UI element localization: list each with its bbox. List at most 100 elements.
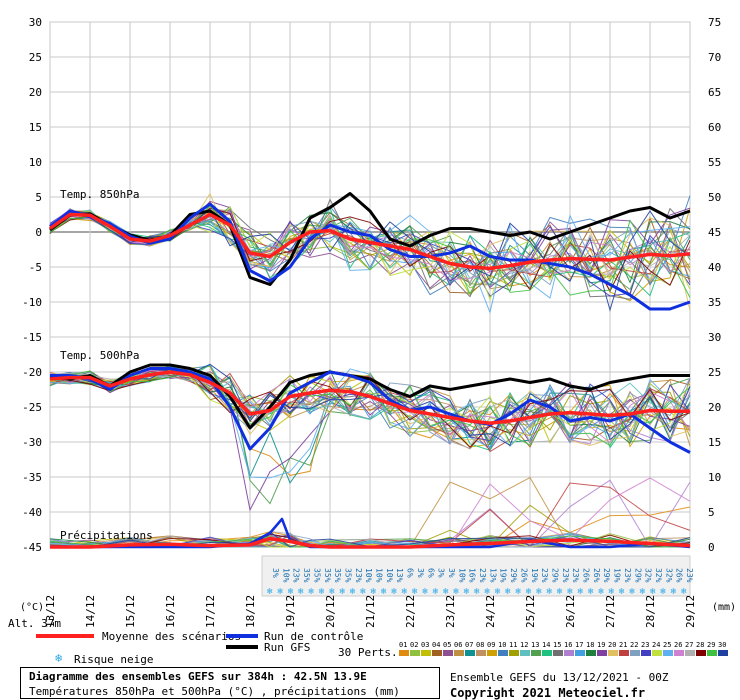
snow-risk-percent: 32% [664, 568, 673, 583]
precip-label: Précipitations [60, 529, 153, 542]
pert-color-swatch [498, 650, 508, 656]
snow-risk-percent: 3% [437, 568, 446, 578]
right-tick-label: 75 [708, 16, 721, 29]
pert-color-swatch [674, 650, 684, 656]
member-line-500 [49, 370, 691, 447]
t850-label: Temp. 850hPa [60, 188, 139, 201]
pert-id-label: 17 [575, 641, 583, 649]
pert-color-swatch [509, 650, 519, 656]
pert-id-label: 02 [410, 641, 418, 649]
snow-risk-percent: 29% [550, 568, 559, 583]
pert-color-swatch [575, 650, 585, 656]
right-tick-label: 5 [708, 506, 715, 519]
pert-id-label: 14 [542, 641, 550, 649]
snowflake-icon: ❄ [515, 587, 521, 597]
snowflake-icon: ❄ [329, 587, 335, 597]
x-date-label: 23/12 [444, 595, 457, 628]
pert-color-swatch [421, 650, 431, 656]
right-tick-label: 60 [708, 121, 721, 134]
snowflake-icon: ❄ [453, 587, 459, 597]
snow-risk-percent: 35% [323, 568, 332, 583]
right-tick-label: 45 [708, 226, 721, 239]
left-tick-label: -25 [22, 401, 42, 414]
pert-color-swatch [663, 650, 673, 656]
snow-risk-percent: 23% [354, 568, 363, 583]
snow-risk-percent: 10% [385, 568, 394, 583]
snowflake-icon: ❄ [536, 587, 542, 597]
snowflake-icon: ❄ [422, 587, 428, 597]
pert-legend: 01 02 03 04 05 06 07 08 09 10 11 12 13 14 15 16 17 18 19 20… [399, 641, 728, 656]
left-tick-label: -20 [22, 366, 42, 379]
snowflake-icon: ❄ [433, 587, 439, 597]
pert-id-label: 18 [586, 641, 594, 649]
snowflake-icon: ❄ [629, 587, 635, 597]
snow-risk-row: 3% ❄ 10% ❄ 23% ❄ 35% ❄ 35% ❄ 35% ❄ 35% ❄ 35% ❄ 23% ❄ 10% ❄ 1… [261, 555, 694, 597]
legend-gfs-label: Run GFS [264, 641, 310, 654]
pert-color-swatch [597, 650, 607, 656]
pert-id-label: 10 [498, 641, 506, 649]
snowflake-icon: ❄ [650, 587, 656, 597]
snowflake-icon: ❄ [557, 587, 563, 597]
member-line-850 [49, 208, 691, 312]
snow-risk-percent: 23% [561, 568, 570, 583]
snowflake-icon: ❄ [567, 587, 573, 597]
pert-color-swatch [586, 650, 596, 656]
snow-risk-percent: 3% [447, 568, 456, 578]
pert-color-swatch [465, 650, 475, 656]
snowflake-icon: ❄ [681, 587, 687, 597]
snowflake-icon: ❄ [443, 587, 449, 597]
pert-id-label: 21 [619, 641, 627, 649]
left-tick-label: -45 [22, 541, 42, 554]
pert-id-label: 19 [597, 641, 605, 649]
left-tick-label: 30 [29, 16, 42, 29]
snow-risk-percent: 26% [675, 568, 684, 583]
x-date-label: 14/12 [84, 595, 97, 628]
left-tick-label: -15 [22, 331, 42, 344]
right-tick-label: 0 [708, 541, 715, 554]
legend-mean-label: Moyenne des scénarios [102, 630, 241, 643]
pert-id-label: 22 [630, 641, 638, 649]
pert-id-label: 23 [641, 641, 649, 649]
snow-risk-band [261, 555, 691, 597]
footer-box: Diagramme des ensembles GEFS sur 384h : … [20, 667, 440, 699]
pert-id-label: 27 [685, 641, 693, 649]
precip-mean-line [50, 536, 691, 549]
snow-risk-percent: 35% [333, 568, 342, 583]
altitude-label: Alt. 37m [8, 617, 61, 630]
snow-risk-percent: 3% [416, 568, 425, 578]
pert-id-label: 05 [443, 641, 451, 649]
snowflake-icon: ❄ [619, 587, 625, 597]
x-date-label: 29/12 [684, 595, 697, 628]
legend-snow-label: Risque neige [74, 653, 153, 666]
snowflake-icon: ❄ [495, 587, 501, 597]
legend-control-label: Run de contrôle [264, 630, 363, 643]
snow-risk-percent: 32% [644, 568, 653, 583]
copyright: Copyright 2021 Meteociel.fr [450, 686, 646, 700]
snow-risk-percent: 10% [457, 568, 466, 583]
pert-id-label: 01 [399, 641, 407, 649]
pert-id-label: 12 [520, 641, 528, 649]
snowflake-icon: ❄ [464, 587, 470, 597]
snow-risk-percent: 29% [633, 568, 642, 583]
main-series [48, 192, 691, 549]
snowflake-icon: ❄ [474, 587, 480, 597]
x-date-label: 22/12 [404, 595, 417, 628]
pert-id-label: 28 [696, 641, 704, 649]
x-date-label: 13/12 [44, 595, 57, 628]
snowflake-icon: ❄ [391, 587, 397, 597]
snow-risk-percent: 23% [571, 568, 580, 583]
snow-risk-percent: 23% [685, 568, 694, 583]
x-date-label: 18/12 [244, 595, 257, 628]
snowflake-icon: ❄ [371, 587, 377, 597]
snowflake-icon: ❄ [319, 587, 325, 597]
pert-color-swatch [520, 650, 530, 656]
right-axis-unit: (mm) [712, 602, 736, 613]
snowflake-icon: ❄ [640, 587, 646, 597]
pert-color-swatch [410, 650, 420, 656]
t500-control-line [50, 367, 691, 454]
snowflake-icon: ❄ [402, 587, 408, 597]
ensemble-run-label: Ensemble GEFS du 13/12/2021 - 00Z [450, 671, 669, 684]
x-date-label: 27/12 [604, 595, 617, 628]
right-tick-label: 40 [708, 261, 721, 274]
